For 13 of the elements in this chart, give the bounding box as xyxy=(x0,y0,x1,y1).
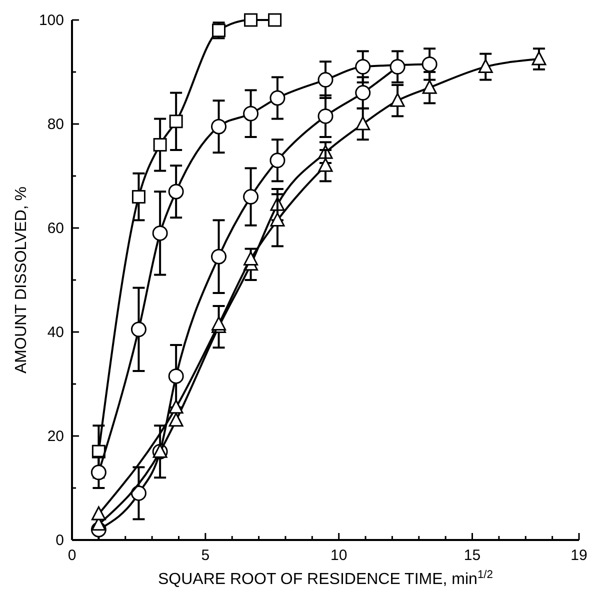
x-tick-label: 10 xyxy=(330,547,348,564)
y-tick-label: 60 xyxy=(47,220,64,237)
x-tick-label: 5 xyxy=(201,547,210,564)
x-tick-label: 0 xyxy=(68,547,76,564)
y-tick-label: 100 xyxy=(38,12,64,29)
y-tick-label: 0 xyxy=(56,532,64,549)
x-tick-label: 15 xyxy=(464,547,481,564)
y-tick-label: 40 xyxy=(47,324,64,341)
y-axis-title: AMOUNT DISSOLVED, % xyxy=(13,186,30,374)
y-tick-label: 80 xyxy=(47,116,64,133)
y-tick-label: 20 xyxy=(47,428,64,445)
x-tick-label: 19 xyxy=(570,547,588,564)
x-axis-title: SQUARE ROOT OF RESIDENCE TIME, min$^{1/2}$ xyxy=(158,569,494,588)
